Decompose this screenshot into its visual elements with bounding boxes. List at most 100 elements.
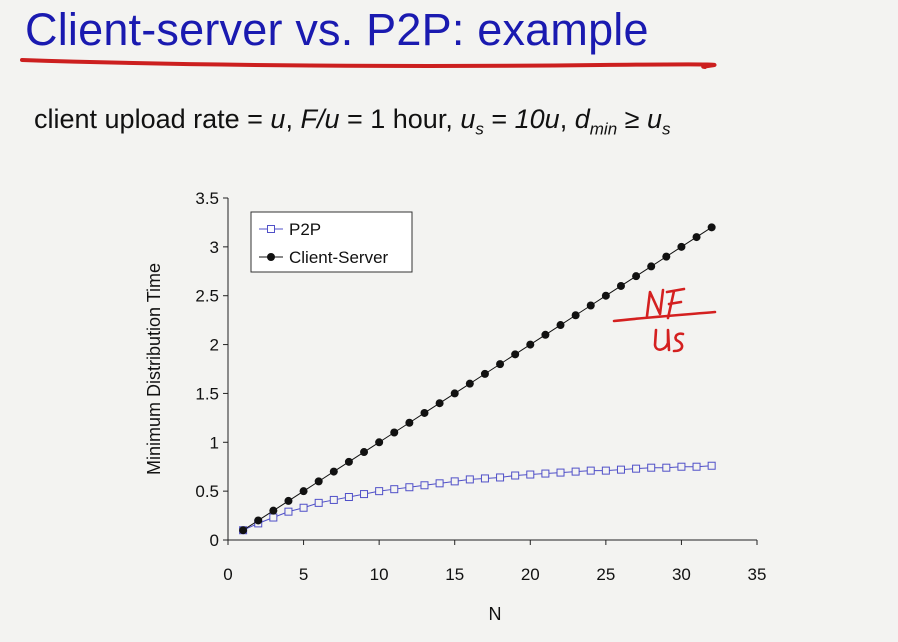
data-point xyxy=(571,311,580,320)
data-point xyxy=(314,498,323,507)
data-point xyxy=(344,457,353,466)
param-f-over-u: F/u xyxy=(300,104,340,134)
data-point xyxy=(541,330,550,339)
data-point xyxy=(390,485,399,494)
legend-label: Client-Server xyxy=(289,248,389,267)
param-comma-1: , xyxy=(285,104,301,134)
series-client-server xyxy=(239,223,716,535)
title-underline xyxy=(20,58,717,69)
legend-marker xyxy=(267,225,275,233)
data-point xyxy=(360,490,369,499)
param-us: us xyxy=(460,104,484,139)
param-us-2: us xyxy=(646,104,671,139)
data-point xyxy=(299,487,308,496)
data-point xyxy=(601,466,610,475)
data-point xyxy=(284,507,293,516)
data-point xyxy=(465,475,474,484)
data-point xyxy=(480,369,489,378)
y-tick-label: 2.5 xyxy=(195,287,219,306)
data-point xyxy=(707,223,716,232)
param-text-2: = 1 hour, xyxy=(339,104,461,134)
data-point xyxy=(299,503,308,512)
param-equals: = xyxy=(483,104,515,134)
data-point xyxy=(269,506,278,515)
data-point xyxy=(586,301,595,310)
data-point xyxy=(692,462,701,471)
param-text-1: client upload rate = xyxy=(34,104,271,134)
x-tick-label: 25 xyxy=(596,565,615,584)
y-tick-label: 3 xyxy=(210,238,219,257)
data-point xyxy=(420,408,429,417)
param-10u: 10u xyxy=(514,104,560,134)
data-point xyxy=(450,477,459,486)
y-axis-label: Minimum Distribution Time xyxy=(144,263,164,475)
data-point xyxy=(375,487,384,496)
data-point xyxy=(360,448,369,457)
data-point xyxy=(284,496,293,505)
data-point xyxy=(692,233,701,242)
data-point xyxy=(541,469,550,478)
param-comma-3: , xyxy=(559,104,575,134)
data-point xyxy=(405,483,414,492)
legend-marker xyxy=(267,253,275,261)
y-tick-label: 3.5 xyxy=(195,189,219,208)
data-point xyxy=(647,463,656,472)
x-tick-label: 35 xyxy=(748,565,767,584)
data-point xyxy=(677,462,686,471)
data-point xyxy=(616,281,625,290)
slide-title: Client-server vs. P2P: example xyxy=(25,4,649,55)
data-point xyxy=(556,321,565,330)
annotation-u-stroke xyxy=(653,328,671,352)
legend-item: Client-Server xyxy=(259,248,389,267)
data-point xyxy=(707,461,716,470)
data-point xyxy=(632,464,641,473)
data-point xyxy=(571,467,580,476)
x-tick-label: 10 xyxy=(370,565,389,584)
y-tick-label: 1 xyxy=(210,433,219,452)
data-point xyxy=(390,428,399,437)
data-point xyxy=(556,468,565,477)
data-point xyxy=(375,438,384,447)
chart-axes: 0 0.5 1 1.5 2 2.5 3 3.5 0 5 10 15 20 25 30 35 N Minimum D… xyxy=(144,189,766,624)
data-point xyxy=(405,418,414,427)
data-point xyxy=(435,399,444,408)
x-tick-label: 5 xyxy=(299,565,308,584)
parameter-line: client upload rate = u, F/u = 1 hour, us… xyxy=(34,104,671,139)
chart-legend: P2P Client-Server xyxy=(250,211,413,273)
data-point xyxy=(511,471,520,480)
data-point xyxy=(344,493,353,502)
annotation-s-stroke xyxy=(672,332,685,353)
data-point xyxy=(496,360,505,369)
y-tick-label: 0 xyxy=(210,531,219,550)
annotation-fraction-bar xyxy=(612,310,717,323)
data-point xyxy=(662,252,671,261)
y-tick-label: 2 xyxy=(210,336,219,355)
y-tick-label: 1.5 xyxy=(195,384,219,403)
data-point xyxy=(239,526,248,535)
x-tick-label: 0 xyxy=(223,565,232,584)
x-tick-label: 20 xyxy=(521,565,540,584)
data-point xyxy=(586,466,595,475)
annotation-f-stroke xyxy=(665,287,686,320)
data-point xyxy=(647,262,656,271)
annotation-n-stroke xyxy=(645,288,665,318)
data-point xyxy=(435,479,444,488)
data-point xyxy=(526,470,535,479)
chart-series xyxy=(239,223,716,535)
data-point xyxy=(632,272,641,281)
data-point xyxy=(465,379,474,388)
data-point xyxy=(329,467,338,476)
legend-box xyxy=(250,211,413,273)
legend-item: P2P xyxy=(259,220,321,239)
data-point xyxy=(677,242,686,251)
param-u: u xyxy=(270,104,286,134)
data-point xyxy=(480,474,489,483)
x-tick-label: 30 xyxy=(672,565,691,584)
data-point xyxy=(526,340,535,349)
data-point xyxy=(420,481,429,490)
data-point xyxy=(662,463,671,472)
data-point xyxy=(601,291,610,300)
data-point xyxy=(254,516,263,525)
